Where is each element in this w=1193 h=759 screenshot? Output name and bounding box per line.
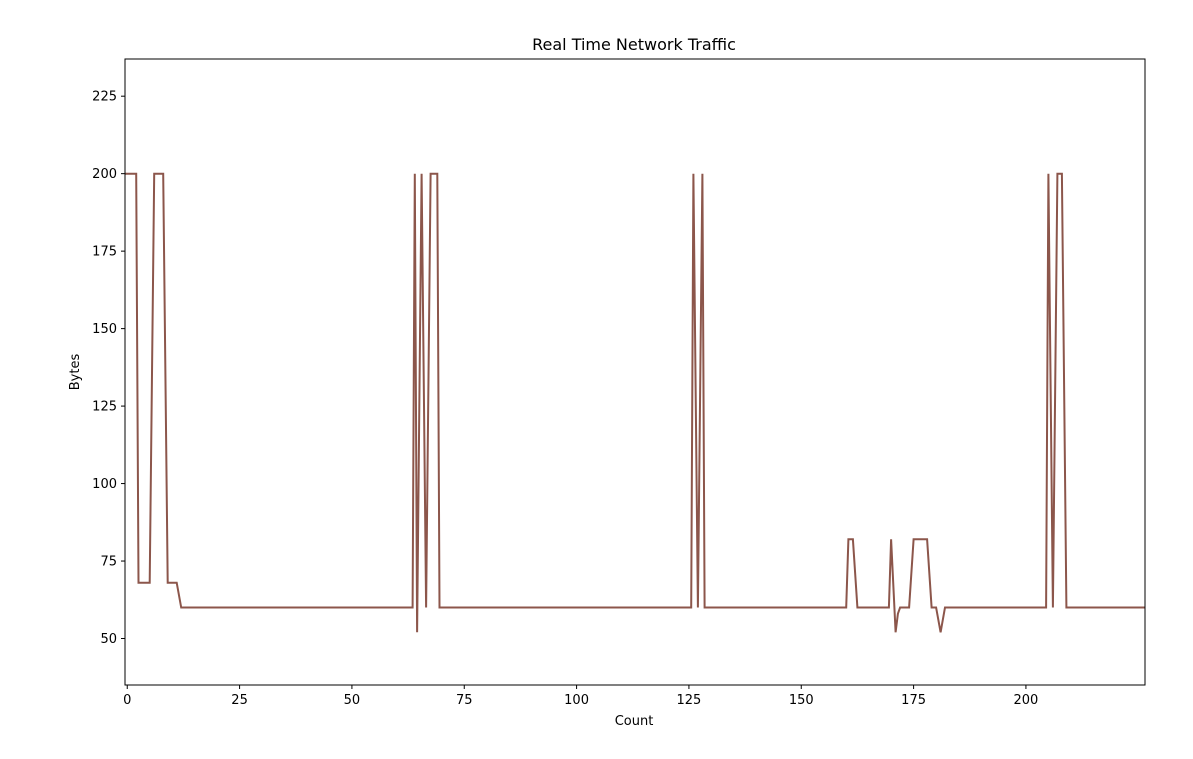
y-tick-label: 100	[92, 477, 117, 492]
y-axis-label: Bytes	[68, 354, 83, 391]
plot-frame	[124, 58, 1146, 686]
plot-area	[125, 172, 1145, 633]
chart-title: Real Time Network Traffic	[532, 35, 736, 54]
y-tick-label: 50	[100, 632, 117, 647]
x-tick-label: 150	[789, 693, 814, 708]
y-tick-label: 200	[92, 167, 117, 182]
y-tick-label: 175	[92, 245, 117, 260]
x-axis-label: Count	[615, 714, 654, 729]
x-tick-label: 100	[564, 693, 589, 708]
y-tick-label: 75	[100, 555, 117, 570]
y-tick-label: 225	[92, 90, 117, 105]
x-tick-label: 75	[456, 693, 473, 708]
x-tick-label: 0	[123, 693, 131, 708]
x-tick-label: 200	[1014, 693, 1039, 708]
series-line-0	[125, 172, 1145, 633]
x-tick-label: 125	[677, 693, 702, 708]
x-tick-label: 25	[231, 693, 248, 708]
y-axis-ticks: 50 75 100 125 150 175 200 225	[92, 90, 125, 647]
x-tick-label: 50	[344, 693, 361, 708]
x-axis-ticks: 0 25 50 75 100 125 150 175 200	[123, 685, 1038, 708]
x-tick-label: 175	[901, 693, 926, 708]
y-tick-label: 150	[92, 322, 117, 337]
y-tick-label: 125	[92, 400, 117, 415]
